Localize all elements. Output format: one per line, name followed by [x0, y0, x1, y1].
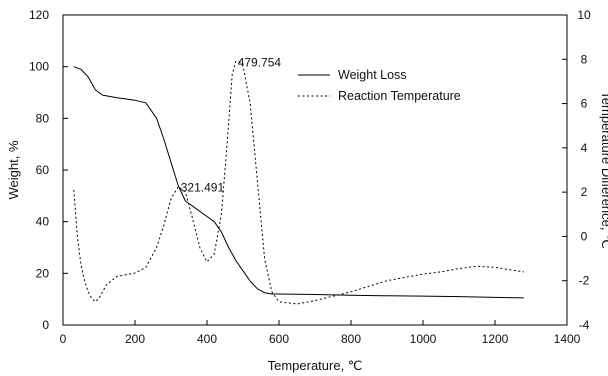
y-axis-title: Weight, %	[6, 140, 21, 199]
peak-annotation: 479.754	[238, 56, 282, 70]
y2-axis-title: Temperature Difference, ℃	[599, 91, 608, 248]
y2-tick-label: 6	[581, 97, 588, 111]
legend-label-weight-loss: Weight Loss	[338, 68, 407, 82]
legend-label-reaction-temperature: Reaction Temperature	[338, 89, 461, 103]
y-tick-label: 0	[42, 318, 49, 332]
y-tick-label: 20	[36, 266, 50, 280]
y-tick-label: 80	[36, 111, 50, 125]
y2-tick-label: 0	[581, 229, 588, 243]
peak-annotation: 321.491	[181, 181, 225, 195]
y-tick-label: 40	[36, 215, 50, 229]
x-tick-label: 1200	[482, 332, 509, 346]
x-tick-label: 1400	[554, 332, 581, 346]
y2-tick-label: 2	[581, 185, 588, 199]
y-tick-label: 100	[29, 60, 49, 74]
y2-tick-label: 8	[581, 52, 588, 66]
y2-tick-label: 10	[577, 8, 591, 22]
x-tick-label: 200	[125, 332, 145, 346]
x-tick-label: 600	[269, 332, 289, 346]
annotation-layer: 321.491 479.754	[181, 56, 282, 195]
x-tick-label: 1000	[410, 332, 437, 346]
plot-frame	[62, 14, 568, 326]
series-layer	[73, 61, 524, 305]
x-tick-label: 0	[60, 332, 67, 346]
y2-tick-label: -4	[579, 318, 590, 332]
y-tick-label: 60	[36, 163, 50, 177]
x-axis-title: Temperature, ℃	[268, 358, 363, 373]
tick-layer: 0 200 400 600 800 1000 1200 1400020406080100120…	[29, 8, 591, 346]
legend: Weight Loss Reaction Temperature	[298, 68, 461, 103]
x-tick-label: 800	[341, 332, 361, 346]
x-tick-label: 400	[197, 332, 217, 346]
y2-tick-label: 4	[581, 141, 588, 155]
y2-tick-label: -2	[579, 274, 590, 288]
y-tick-label: 120	[29, 8, 49, 22]
